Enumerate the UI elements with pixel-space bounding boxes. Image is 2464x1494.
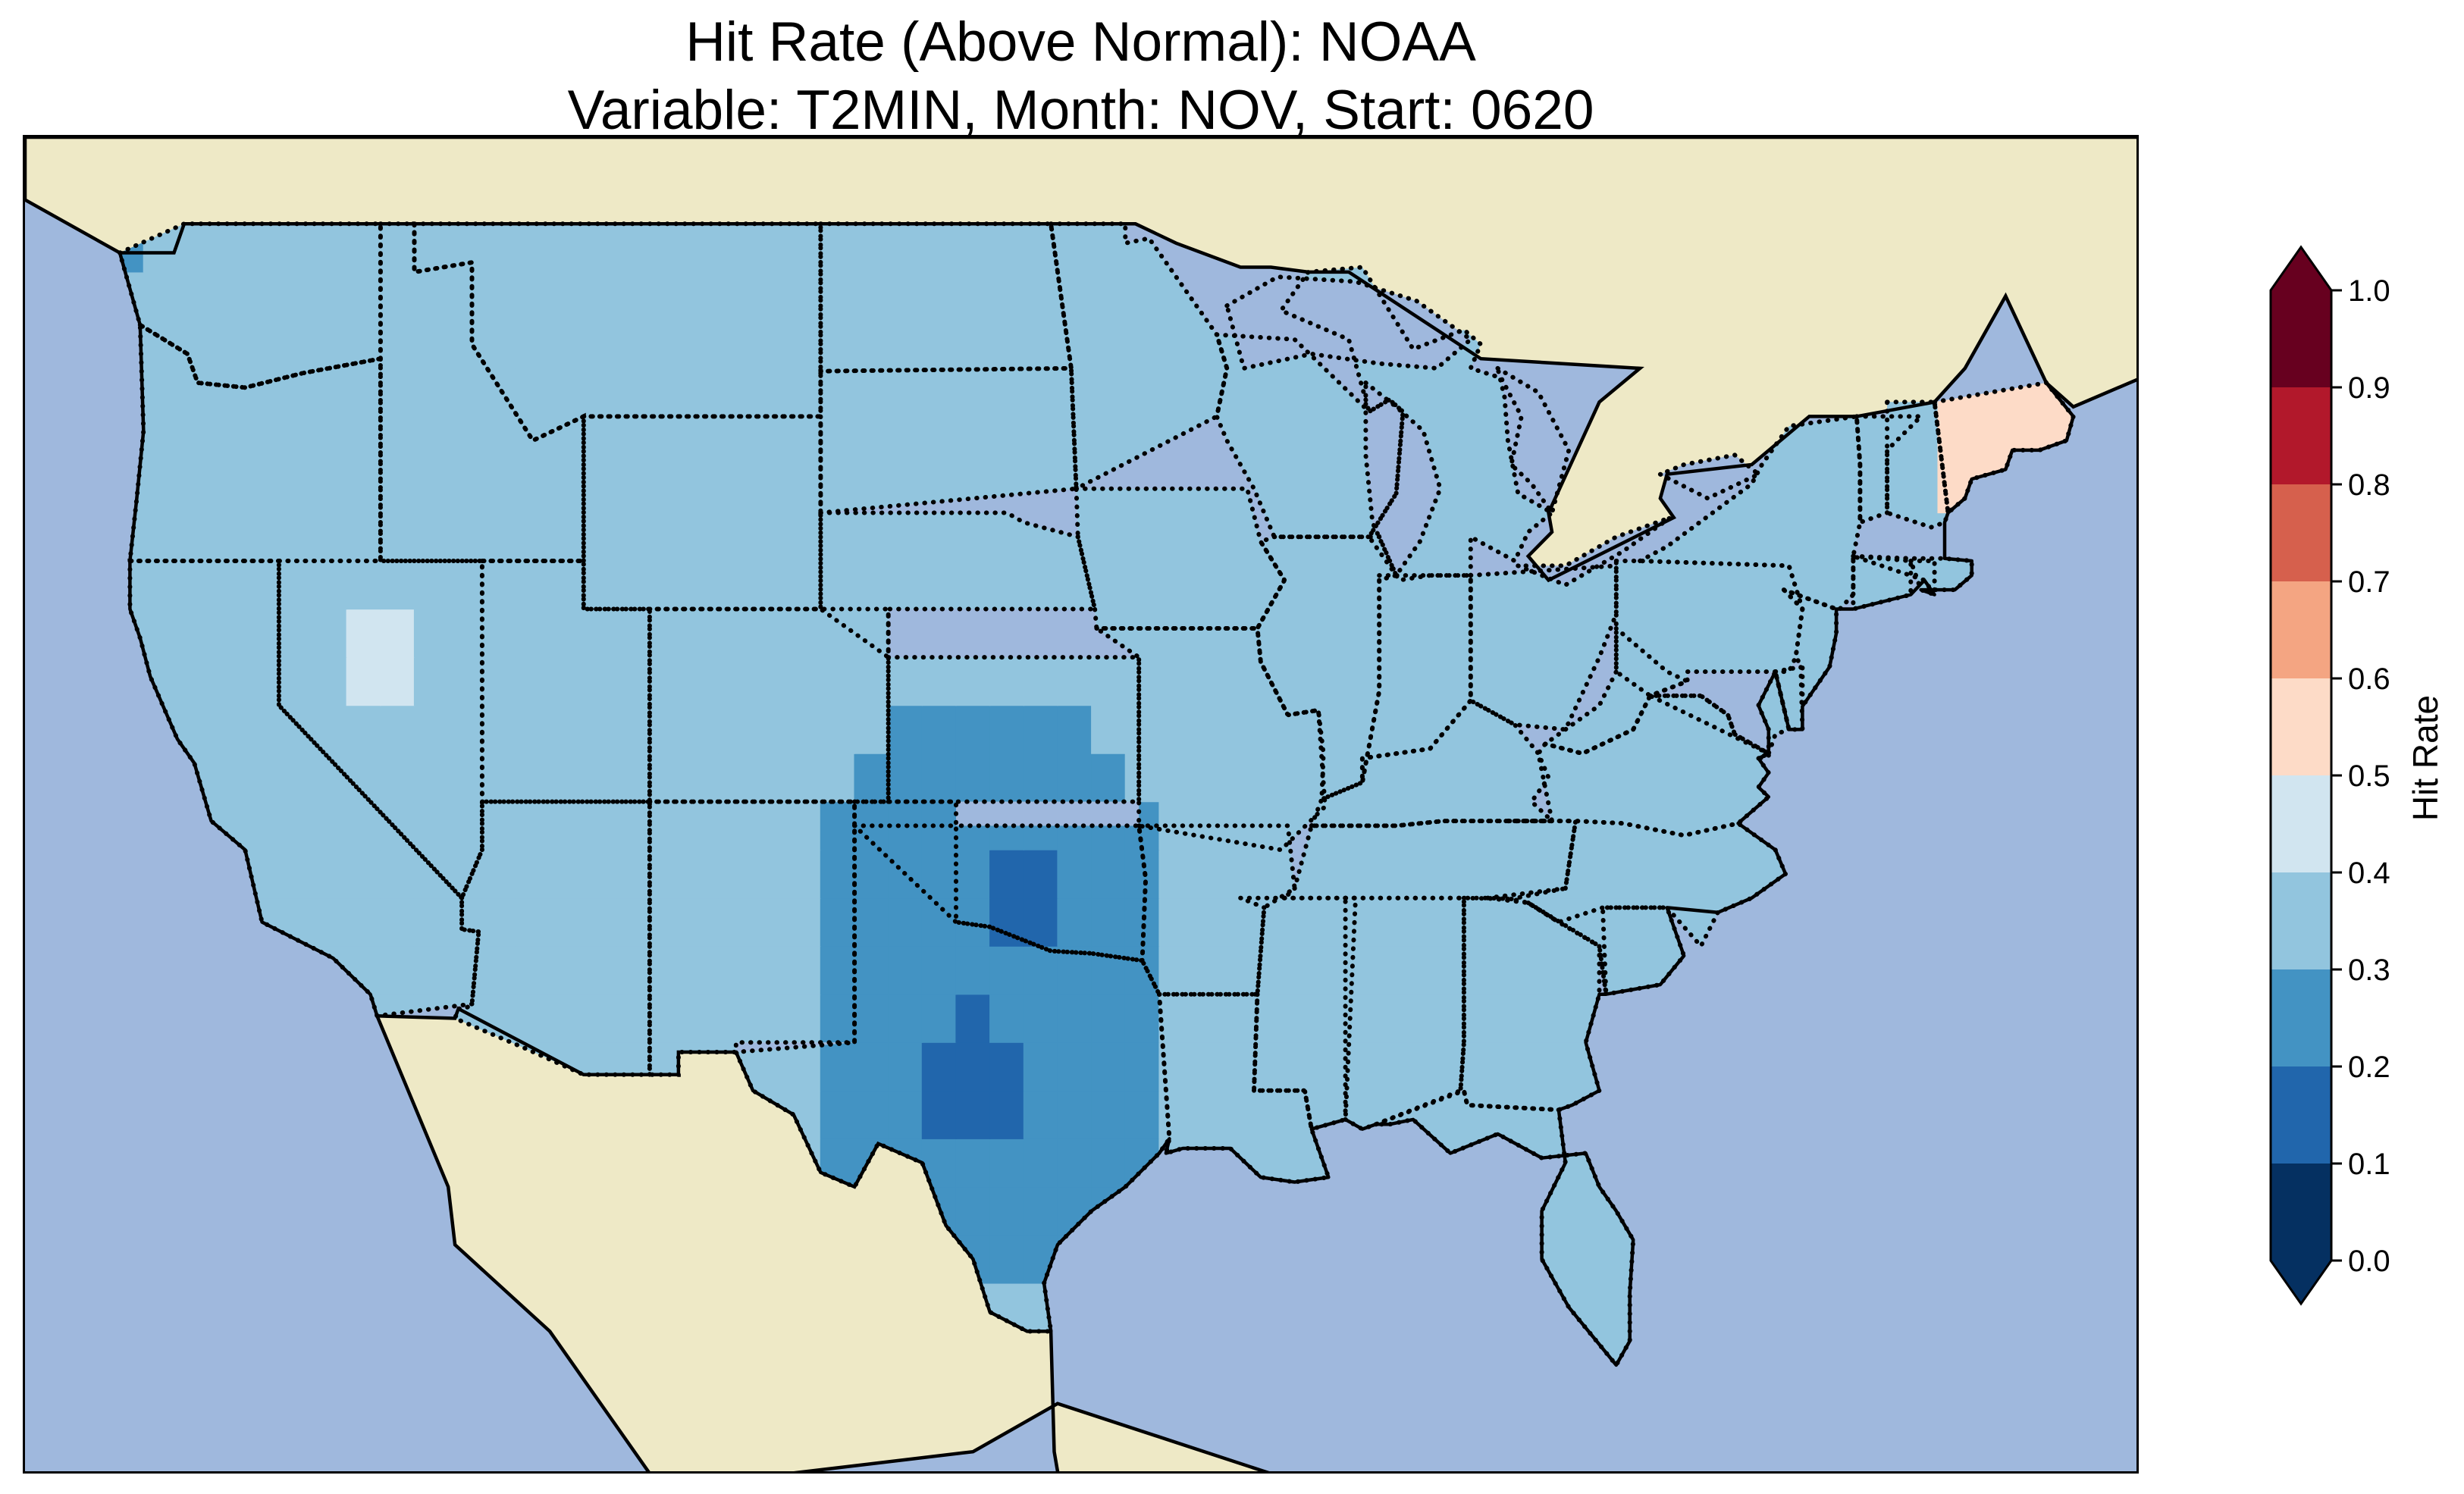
svg-text:0.1: 0.1 [2348,1148,2390,1181]
svg-text:0.4: 0.4 [2348,857,2390,890]
svg-text:1.0: 1.0 [2348,274,2390,308]
svg-text:0.6: 0.6 [2348,662,2390,696]
svg-text:0.5: 0.5 [2348,760,2390,793]
svg-text:0.8: 0.8 [2348,468,2390,502]
svg-text:0.7: 0.7 [2348,565,2390,599]
svg-text:0.3: 0.3 [2348,954,2390,987]
svg-text:0.2: 0.2 [2348,1051,2390,1084]
svg-text:0.9: 0.9 [2348,371,2390,405]
svg-text:0.0: 0.0 [2348,1245,2390,1278]
svg-text:Hit Rate: Hit Rate [2406,695,2445,821]
